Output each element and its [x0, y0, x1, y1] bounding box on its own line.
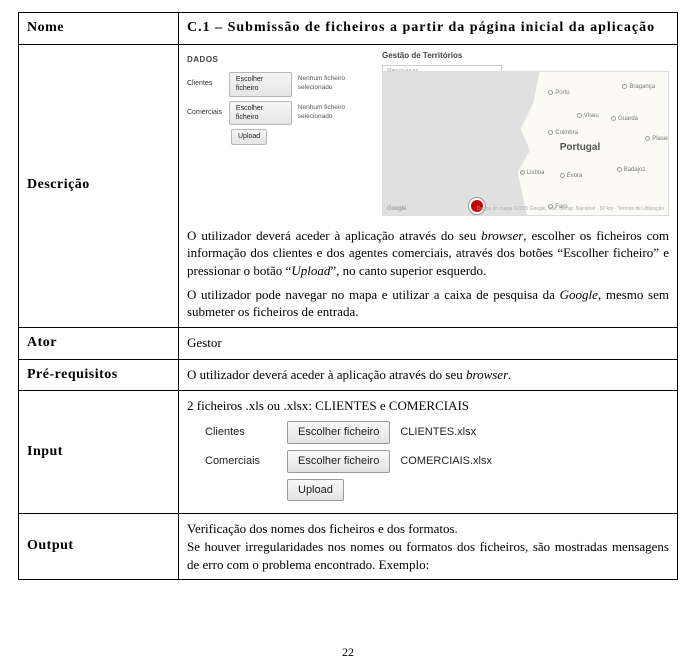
input-mock-clientes-file: CLIENTES.xlsx: [400, 425, 476, 440]
row-prereq-value: O utilizador deverá aceder à aplicação a…: [179, 359, 678, 391]
row-descricao-value: DADOS Clientes Escolher ficheiro Nenhum …: [179, 44, 678, 327]
screenshot-comerciais-label: Comerciais: [187, 108, 223, 117]
map-attribution-right: Dados do mapa ©2015 Google, Inst. Geogr.…: [477, 206, 664, 213]
map-country-label: Portugal: [560, 141, 601, 155]
input-mock-row-clientes: Clientes Escolher ficheiro CLIENTES.xlsx: [205, 421, 669, 444]
desc-p1-c: ”, no canto superior esquerdo.: [330, 263, 486, 278]
map-city-porto: Porto: [548, 89, 569, 97]
screenshot-upload-button[interactable]: Upload: [231, 129, 267, 144]
screenshot-right-header: Gestão de Territórios: [382, 51, 669, 62]
descricao-text: O utilizador deverá aceder à aplicação a…: [187, 227, 669, 321]
output-line2: Se houver irregularidades nos nomes ou f…: [187, 538, 669, 573]
desc-p2-a: O utilizador pode navegar no mapa e util…: [187, 287, 560, 302]
screenshot-map[interactable]: Portugal Porto Bragança Viseu Guarda Coi…: [382, 71, 669, 216]
row-nome-value: C.1 – Submissão de ficheiros a partir da…: [179, 13, 678, 45]
row-output-label: Output: [19, 514, 179, 580]
desc-p1-browser: browser: [481, 228, 523, 243]
row-descricao-label: Descrição: [19, 44, 179, 327]
desc-p1-a: O utilizador deverá aceder à aplicação a…: [187, 228, 481, 243]
prereq-italic: browser: [466, 367, 508, 382]
row-input-label: Input: [19, 391, 179, 514]
app-screenshot: DADOS Clientes Escolher ficheiro Nenhum …: [187, 51, 669, 221]
map-city-plasencia: Plasencia: [645, 135, 669, 143]
input-mock-comerciais-button[interactable]: Escolher ficheiro: [287, 450, 390, 473]
map-city-viseu: Viseu: [577, 112, 599, 120]
map-city-guarda: Guarda: [611, 115, 638, 123]
map-attribution-left: Google: [387, 205, 406, 213]
screenshot-comerciais-choose-button[interactable]: Escolher ficheiro: [229, 101, 292, 126]
input-mock-row-upload: Upload: [205, 479, 669, 502]
map-sea: [383, 72, 540, 215]
page-number: 22: [0, 645, 696, 660]
row-output-value: Verificação dos nomes dos ficheiros e do…: [179, 514, 678, 580]
prereq-before: O utilizador deverá aceder à aplicação a…: [187, 367, 466, 382]
screenshot-right-panel: Gestão de Territórios Pesquisar Portugal…: [382, 51, 669, 216]
row-ator-value: Gestor: [179, 327, 678, 359]
input-mock-row-comerciais: Comerciais Escolher ficheiro COMERCIAIS.…: [205, 450, 669, 473]
screenshot-left-panel: DADOS Clientes Escolher ficheiro Nenhum …: [187, 51, 377, 149]
screenshot-clientes-choose-button[interactable]: Escolher ficheiro: [229, 72, 292, 97]
screenshot-row-upload: Upload: [187, 129, 377, 144]
screenshot-clientes-label: Clientes: [187, 79, 223, 88]
row-nome-label: Nome: [19, 13, 179, 45]
input-mock: Clientes Escolher ficheiro CLIENTES.xlsx…: [205, 421, 669, 502]
screenshot-row-clientes: Clientes Escolher ficheiro Nenhum fichei…: [187, 72, 377, 97]
screenshot-row-comerciais: Comerciais Escolher ficheiro Nenhum fich…: [187, 101, 377, 126]
prereq-after: .: [508, 367, 511, 382]
screenshot-comerciais-status: Nenhum ficheiro selecionado: [298, 104, 377, 122]
input-mock-clientes-button[interactable]: Escolher ficheiro: [287, 421, 390, 444]
input-mock-comerciais-label: Comerciais: [205, 454, 277, 469]
input-mock-clientes-label: Clientes: [205, 425, 277, 440]
output-line1: Verificação dos nomes dos ficheiros e do…: [187, 520, 669, 538]
desc-p2-google: Google: [560, 287, 598, 302]
input-mock-comerciais-file: COMERCIAIS.xlsx: [400, 454, 492, 469]
row-ator-label: Ator: [19, 327, 179, 359]
map-city-braganca: Bragança: [622, 83, 655, 91]
map-city-coimbra: Coimbra: [548, 129, 578, 137]
map-city-badajoz: Badajoz: [617, 166, 646, 174]
map-city-evora: Évora: [560, 172, 583, 180]
input-mock-upload-button[interactable]: Upload: [287, 479, 344, 502]
use-case-table: Nome C.1 – Submissão de ficheiros a part…: [18, 12, 678, 580]
screenshot-section-title: DADOS: [187, 55, 377, 66]
input-intro: 2 ficheiros .xls ou .xlsx: CLIENTES e CO…: [187, 397, 669, 415]
desc-p1-upload: Upload: [291, 263, 330, 278]
screenshot-clientes-status: Nenhum ficheiro selecionado: [298, 75, 377, 93]
map-city-lisboa: Lisboa: [520, 169, 545, 177]
row-input-value: 2 ficheiros .xls ou .xlsx: CLIENTES e CO…: [179, 391, 678, 514]
row-prereq-label: Pré-requisitos: [19, 359, 179, 391]
